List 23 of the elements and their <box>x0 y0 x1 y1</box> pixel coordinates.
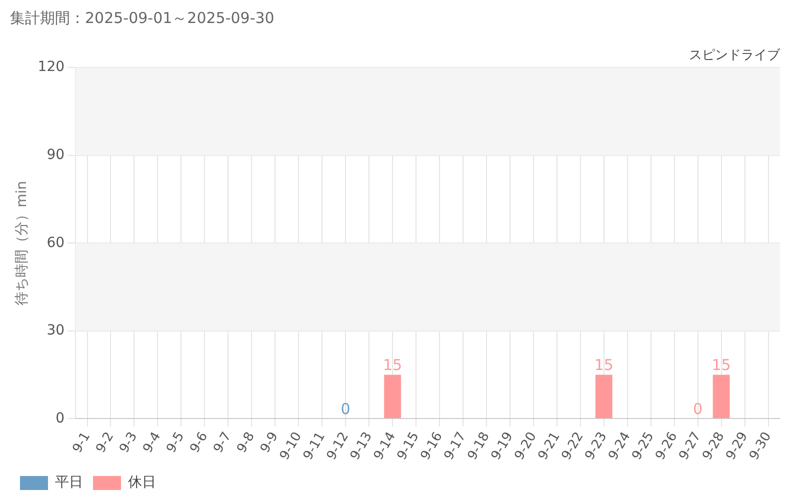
x-tick-label: 9-7 <box>210 430 235 456</box>
y-tick-label: 30 <box>46 322 65 339</box>
x-tick-label: 9-1 <box>70 430 94 456</box>
y-tick-label: 60 <box>46 234 65 251</box>
x-tick-label: 9-2 <box>94 430 118 456</box>
chart-title: 集計期間：2025-09-01～2025-09-30 <box>10 8 274 27</box>
x-tick-label: 9-4 <box>140 430 164 456</box>
chart-subtitle: スピンドライブ <box>689 48 781 64</box>
y-axis-title: 待ち時間（分）min <box>14 180 30 306</box>
y-tick-label: 120 <box>38 59 65 76</box>
y-tick-label: 90 <box>46 147 65 164</box>
legend-label: 休日 <box>128 474 156 491</box>
y-tick-label: 0 <box>56 410 65 426</box>
data-label: 15 <box>712 356 731 374</box>
data-label: 0 <box>693 400 703 418</box>
data-label: 0 <box>340 400 350 418</box>
x-tick-label: 9-3 <box>117 430 141 456</box>
data-label: 15 <box>382 356 402 374</box>
x-tick-label: 9-6 <box>187 430 212 456</box>
x-tick-label: 9-5 <box>164 430 188 456</box>
data-label: 15 <box>594 356 614 374</box>
legend-label: 平日 <box>55 474 83 491</box>
x-tick-label: 9-8 <box>234 430 258 456</box>
